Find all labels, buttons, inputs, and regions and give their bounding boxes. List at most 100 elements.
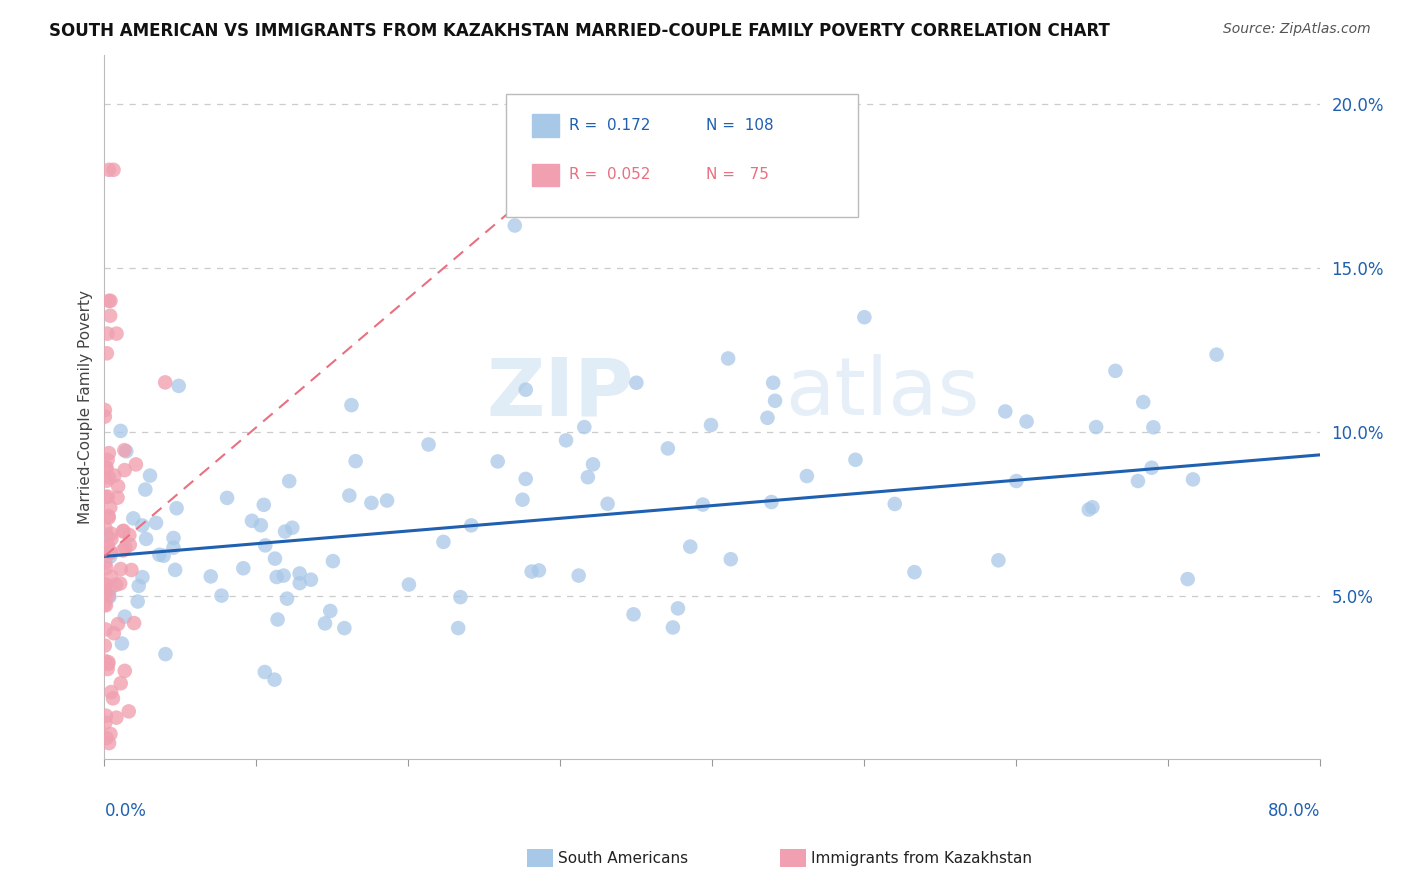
- Point: [94, 639, 117, 653]
- Point: [761, 495, 783, 509]
- Point: [97, 490, 120, 504]
- Point: [449, 590, 471, 604]
- Point: [111, 636, 134, 650]
- Point: [1081, 500, 1104, 515]
- Point: [96, 346, 118, 360]
- Point: [94, 409, 117, 424]
- Point: [666, 601, 689, 615]
- Point: [576, 470, 599, 484]
- Point: [134, 483, 156, 497]
- Point: [657, 442, 679, 456]
- Point: [360, 496, 382, 510]
- Point: [97, 162, 120, 177]
- Point: [762, 376, 785, 390]
- Point: [162, 541, 184, 555]
- Point: [96, 326, 118, 341]
- Point: [97, 510, 120, 524]
- Point: [122, 616, 145, 631]
- Point: [503, 219, 526, 233]
- Point: [162, 531, 184, 545]
- Point: [97, 657, 120, 671]
- Point: [111, 524, 134, 539]
- Point: [273, 568, 295, 582]
- Point: [152, 549, 174, 563]
- Point: [112, 443, 135, 458]
- Point: [232, 561, 254, 575]
- FancyBboxPatch shape: [506, 94, 858, 217]
- Point: [104, 578, 127, 592]
- Point: [155, 647, 177, 661]
- Point: [299, 573, 322, 587]
- Text: R =  0.052: R = 0.052: [569, 168, 650, 182]
- Point: [100, 545, 122, 559]
- Point: [118, 528, 141, 542]
- Point: [96, 461, 118, 475]
- Text: 80.0%: 80.0%: [1268, 802, 1320, 820]
- Point: [100, 727, 122, 741]
- Point: [796, 469, 818, 483]
- Point: [135, 532, 157, 546]
- Point: [97, 509, 120, 524]
- Point: [100, 685, 122, 699]
- Point: [93, 598, 115, 612]
- Point: [1005, 474, 1028, 488]
- Point: [844, 452, 866, 467]
- Point: [94, 521, 117, 535]
- Point: [107, 617, 129, 632]
- Point: [101, 691, 124, 706]
- Point: [1085, 420, 1108, 434]
- Point: [447, 621, 470, 635]
- Point: [98, 309, 121, 323]
- Point: [139, 468, 162, 483]
- Point: [527, 563, 550, 577]
- Point: [94, 583, 117, 598]
- Point: [107, 491, 129, 505]
- Point: [1126, 474, 1149, 488]
- Point: [486, 454, 509, 468]
- Point: [114, 541, 136, 555]
- Point: [515, 472, 537, 486]
- Point: [100, 569, 122, 583]
- Point: [114, 609, 136, 624]
- Point: [274, 524, 297, 539]
- Point: [574, 420, 596, 434]
- Point: [94, 623, 117, 637]
- Point: [720, 552, 742, 566]
- Point: [344, 454, 367, 468]
- Point: [131, 570, 153, 584]
- Point: [166, 501, 188, 516]
- Point: [127, 594, 149, 608]
- Point: [103, 626, 125, 640]
- Point: [211, 589, 233, 603]
- Point: [375, 493, 398, 508]
- Y-axis label: Married-Couple Family Poverty: Married-Couple Family Poverty: [79, 290, 93, 524]
- Point: [96, 474, 118, 488]
- Point: [153, 376, 176, 390]
- Point: [253, 665, 276, 679]
- Point: [515, 383, 537, 397]
- Point: [94, 490, 117, 504]
- Point: [1077, 502, 1099, 516]
- Point: [263, 673, 285, 687]
- Point: [97, 453, 120, 467]
- Point: [340, 398, 363, 412]
- Text: N =   75: N = 75: [706, 168, 769, 182]
- Point: [200, 569, 222, 583]
- Point: [94, 541, 117, 555]
- Point: [418, 437, 440, 451]
- Point: [756, 410, 779, 425]
- Point: [987, 553, 1010, 567]
- Point: [108, 576, 131, 591]
- Point: [240, 514, 263, 528]
- Point: [1142, 420, 1164, 434]
- Point: [679, 540, 702, 554]
- Point: [763, 393, 786, 408]
- Point: [97, 446, 120, 460]
- Point: [94, 708, 117, 723]
- Bar: [533, 163, 560, 186]
- Point: [97, 589, 120, 603]
- Point: [1015, 415, 1038, 429]
- Point: [94, 556, 117, 570]
- Bar: [533, 114, 560, 137]
- Point: [96, 731, 118, 745]
